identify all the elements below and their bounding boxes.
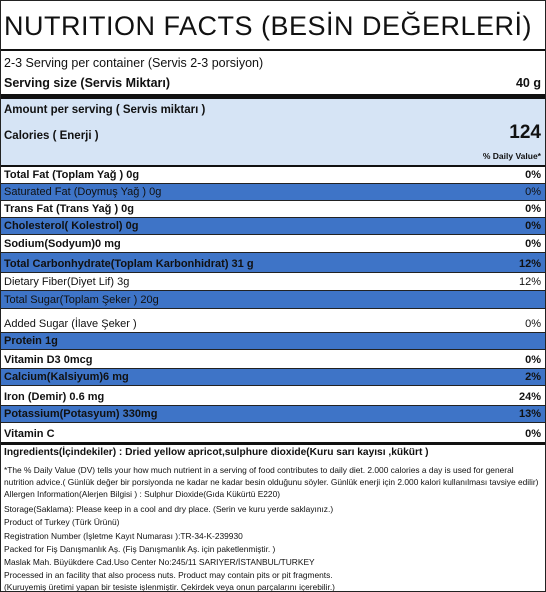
nutrient-percent: 0%	[525, 318, 541, 330]
nutrient-percent: 0%	[525, 238, 541, 250]
footnote-storage: Storage(Saklama): Please keep in a cool …	[4, 504, 334, 514]
calories-section	[1, 99, 545, 165]
nutrient-row: Saturated Fat (Doymuş Yağ ) 0g 0%	[1, 184, 545, 201]
nutrient-row: Vitamin D3 0mcg 0%	[1, 350, 545, 369]
ingredients-divider	[1, 442, 545, 445]
serving-divider	[1, 94, 545, 99]
footnote-origin: Product of Turkey (Türk Ürünü)	[4, 517, 120, 527]
nutrient-row: Potassium(Potasyum) 330mg 13%	[1, 406, 545, 423]
nutrient-row: Added Sugar (İlave Şeker ) 0%	[1, 309, 545, 333]
nutrient-name: Total Sugar(Toplam Şeker ) 20g	[4, 294, 159, 306]
nutrient-row: Iron (Demir) 0.6 mg 24%	[1, 386, 545, 406]
nutrient-row: Vitamin C 0%	[1, 423, 545, 442]
serving-size-label: Serving size (Servis Miktarı)	[4, 76, 171, 90]
label-title: NUTRITION FACTS (BESİN DEĞERLERİ)	[4, 11, 533, 41]
nutrient-name: Sodium(Sodyum)0 mg	[4, 238, 121, 250]
calories-value: 124	[509, 122, 541, 143]
servings-per-container: 2-3 Serving per container (Servis 2-3 po…	[4, 56, 264, 70]
nutrient-name: Total Fat (Toplam Yağ ) 0g	[4, 169, 140, 181]
nutrient-name: Added Sugar (İlave Şeker )	[4, 318, 137, 330]
footnote-packer: Packed for Fiş Danışmanlık Aş. (Fiş Danı…	[4, 544, 276, 554]
nutrient-row: Total Fat (Toplam Yağ ) 0g 0%	[1, 167, 545, 184]
nutrient-row: Calcium(Kalsiyum)6 mg 2%	[1, 369, 545, 386]
nutrient-percent: 0%	[525, 428, 541, 440]
nutrient-row: Dietary Fiber(Diyet Lif) 3g 12%	[1, 273, 545, 291]
nutrient-percent: 12%	[518, 276, 541, 288]
nutrient-name: Potassium(Potasyum) 330mg	[4, 408, 158, 420]
nutrient-name: Calcium(Kalsiyum)6 mg	[4, 371, 129, 383]
nutrient-name: Trans Fat (Trans Yağ ) 0g	[4, 203, 135, 215]
nutrient-row: Trans Fat (Trans Yağ ) 0g 0%	[1, 201, 545, 218]
nutrient-row: Cholesterol( Kolestrol) 0g 0%	[1, 218, 545, 235]
nutrient-name: Saturated Fat (Doymuş Yağ ) 0g	[4, 186, 162, 198]
nutrient-name: Dietary Fiber(Diyet Lif) 3g	[4, 276, 130, 288]
nutrient-name: Cholesterol( Kolestrol) 0g	[4, 220, 139, 232]
nutrient-percent: 0%	[525, 220, 541, 232]
nutrient-percent: 0%	[525, 169, 541, 181]
nutrient-percent: 0%	[525, 186, 541, 198]
footnote-daily-value-tr: nutrition advice.( Günlük değer bir pors…	[4, 477, 539, 487]
nutrient-percent: 0%	[525, 354, 541, 366]
serving-size-value: 40 g	[515, 76, 541, 90]
nutrient-percent: 0%	[525, 203, 541, 215]
footnote-registration: Registration Number (İşletme Kayıt Numar…	[4, 531, 243, 541]
nutrient-row: Total Sugar(Toplam Şeker ) 20g	[1, 291, 545, 309]
nutrient-name: Vitamin C	[4, 428, 55, 440]
nutrient-percent: 24%	[518, 391, 541, 403]
footnote-allergen: Allergen Information(Alerjen Bilgisi ) :…	[4, 489, 281, 499]
footnote-processing-tr: (Kuruyemiş üretimi yapan bir tesiste işl…	[4, 582, 335, 592]
title-divider	[1, 49, 545, 51]
nutrient-name: Protein 1g	[4, 335, 58, 347]
calories-divider	[1, 165, 545, 167]
nutrient-percent: 2%	[525, 371, 541, 383]
nutrient-name: Total Carbonhydrate(Toplam Karbonhidrat)…	[4, 258, 254, 270]
amount-per-serving: Amount per serving ( Servis miktarı )	[4, 104, 206, 116]
nutrient-row: Protein 1g	[1, 333, 545, 350]
ingredients-text: Ingredients(İçindekiler) : Dried yellow …	[4, 447, 429, 458]
footnote-address: Maslak Mah. Büyükdere Cad.Uso Center No:…	[4, 557, 315, 567]
footnote-processing: Processed in an facility that also proce…	[4, 570, 333, 580]
nutrient-row: Sodium(Sodyum)0 mg 0%	[1, 235, 545, 253]
nutrient-row: Total Carbonhydrate(Toplam Karbonhidrat)…	[1, 253, 545, 273]
nutrient-name: Iron (Demir) 0.6 mg	[4, 391, 105, 403]
calories-label: Calories ( Enerji )	[4, 130, 99, 142]
footnote-daily-value: *The % Daily Value (DV) tells your how m…	[4, 465, 514, 475]
nutrient-name: Vitamin D3 0mcg	[4, 354, 93, 366]
nutrient-percent: 12%	[518, 258, 541, 270]
nutrient-percent: 13%	[518, 408, 541, 420]
daily-value-header: % Daily Value*	[482, 151, 541, 161]
